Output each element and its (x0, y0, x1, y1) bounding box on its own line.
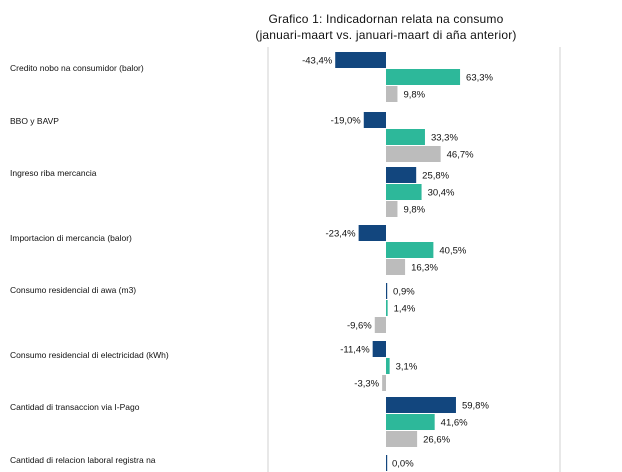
data-label: 9,8% (403, 205, 425, 216)
bar (386, 184, 422, 200)
category-label: Cantidad di transaccion via I-Pago (10, 402, 140, 412)
data-label: 26,6% (423, 435, 450, 446)
category-label: Cantidad di relacion laboral registra na (10, 455, 156, 465)
bar (386, 129, 425, 145)
bar (363, 112, 386, 128)
category-label: Consumo residencial di electricidad (kWh… (10, 350, 169, 360)
bar (386, 414, 435, 430)
bar (386, 69, 461, 85)
data-label: 1,4% (394, 304, 416, 315)
bar (386, 431, 418, 447)
bar (386, 283, 388, 299)
data-label: 40,5% (439, 246, 466, 257)
data-label: 33,3% (431, 133, 458, 144)
bar (386, 358, 390, 374)
data-label: 63,3% (466, 73, 493, 84)
category-label: BBO y BAVP (10, 116, 59, 126)
chart-title: Grafico 1: Indicadornan relata na consum… (268, 12, 504, 26)
category-label: Importacion di mercancia (balor) (10, 233, 132, 243)
bar (386, 201, 398, 217)
data-label: 3,1% (396, 362, 418, 373)
category-label: Ingreso riba mercancia (10, 168, 97, 178)
data-label: -23,4% (326, 229, 357, 240)
data-label: 16,3% (411, 263, 438, 274)
bar (386, 397, 456, 413)
data-label: 0,0% (392, 459, 414, 470)
bar (386, 86, 398, 102)
bar (386, 167, 417, 183)
data-label: -43,4% (302, 56, 333, 67)
data-label: 0,9% (393, 287, 415, 298)
data-label: 9,8% (403, 90, 425, 101)
bar (335, 52, 386, 68)
data-label: 30,4% (428, 188, 455, 199)
category-label: Consumo residencial di awa (m3) (10, 285, 136, 295)
data-label: -11,4% (340, 345, 370, 356)
bar (386, 242, 434, 258)
data-label: 46,7% (447, 150, 474, 161)
bar (374, 317, 386, 333)
bar (358, 225, 386, 241)
category-label: Credito nobo na consumidor (balor) (10, 63, 144, 73)
data-label: 41,6% (441, 418, 468, 429)
bar (386, 300, 388, 316)
bar (386, 455, 388, 471)
data-label: -3,3% (354, 379, 379, 390)
bar (372, 341, 386, 357)
data-label: 59,8% (462, 401, 489, 412)
data-label: 25,8% (422, 171, 449, 182)
bar (386, 146, 441, 162)
bar (382, 375, 386, 391)
data-label: -19,0% (331, 116, 362, 127)
bar (386, 259, 406, 275)
chart-subtitle: (januari-maart vs. januari-maart di aña … (255, 28, 517, 42)
data-label: -9,6% (347, 321, 372, 332)
